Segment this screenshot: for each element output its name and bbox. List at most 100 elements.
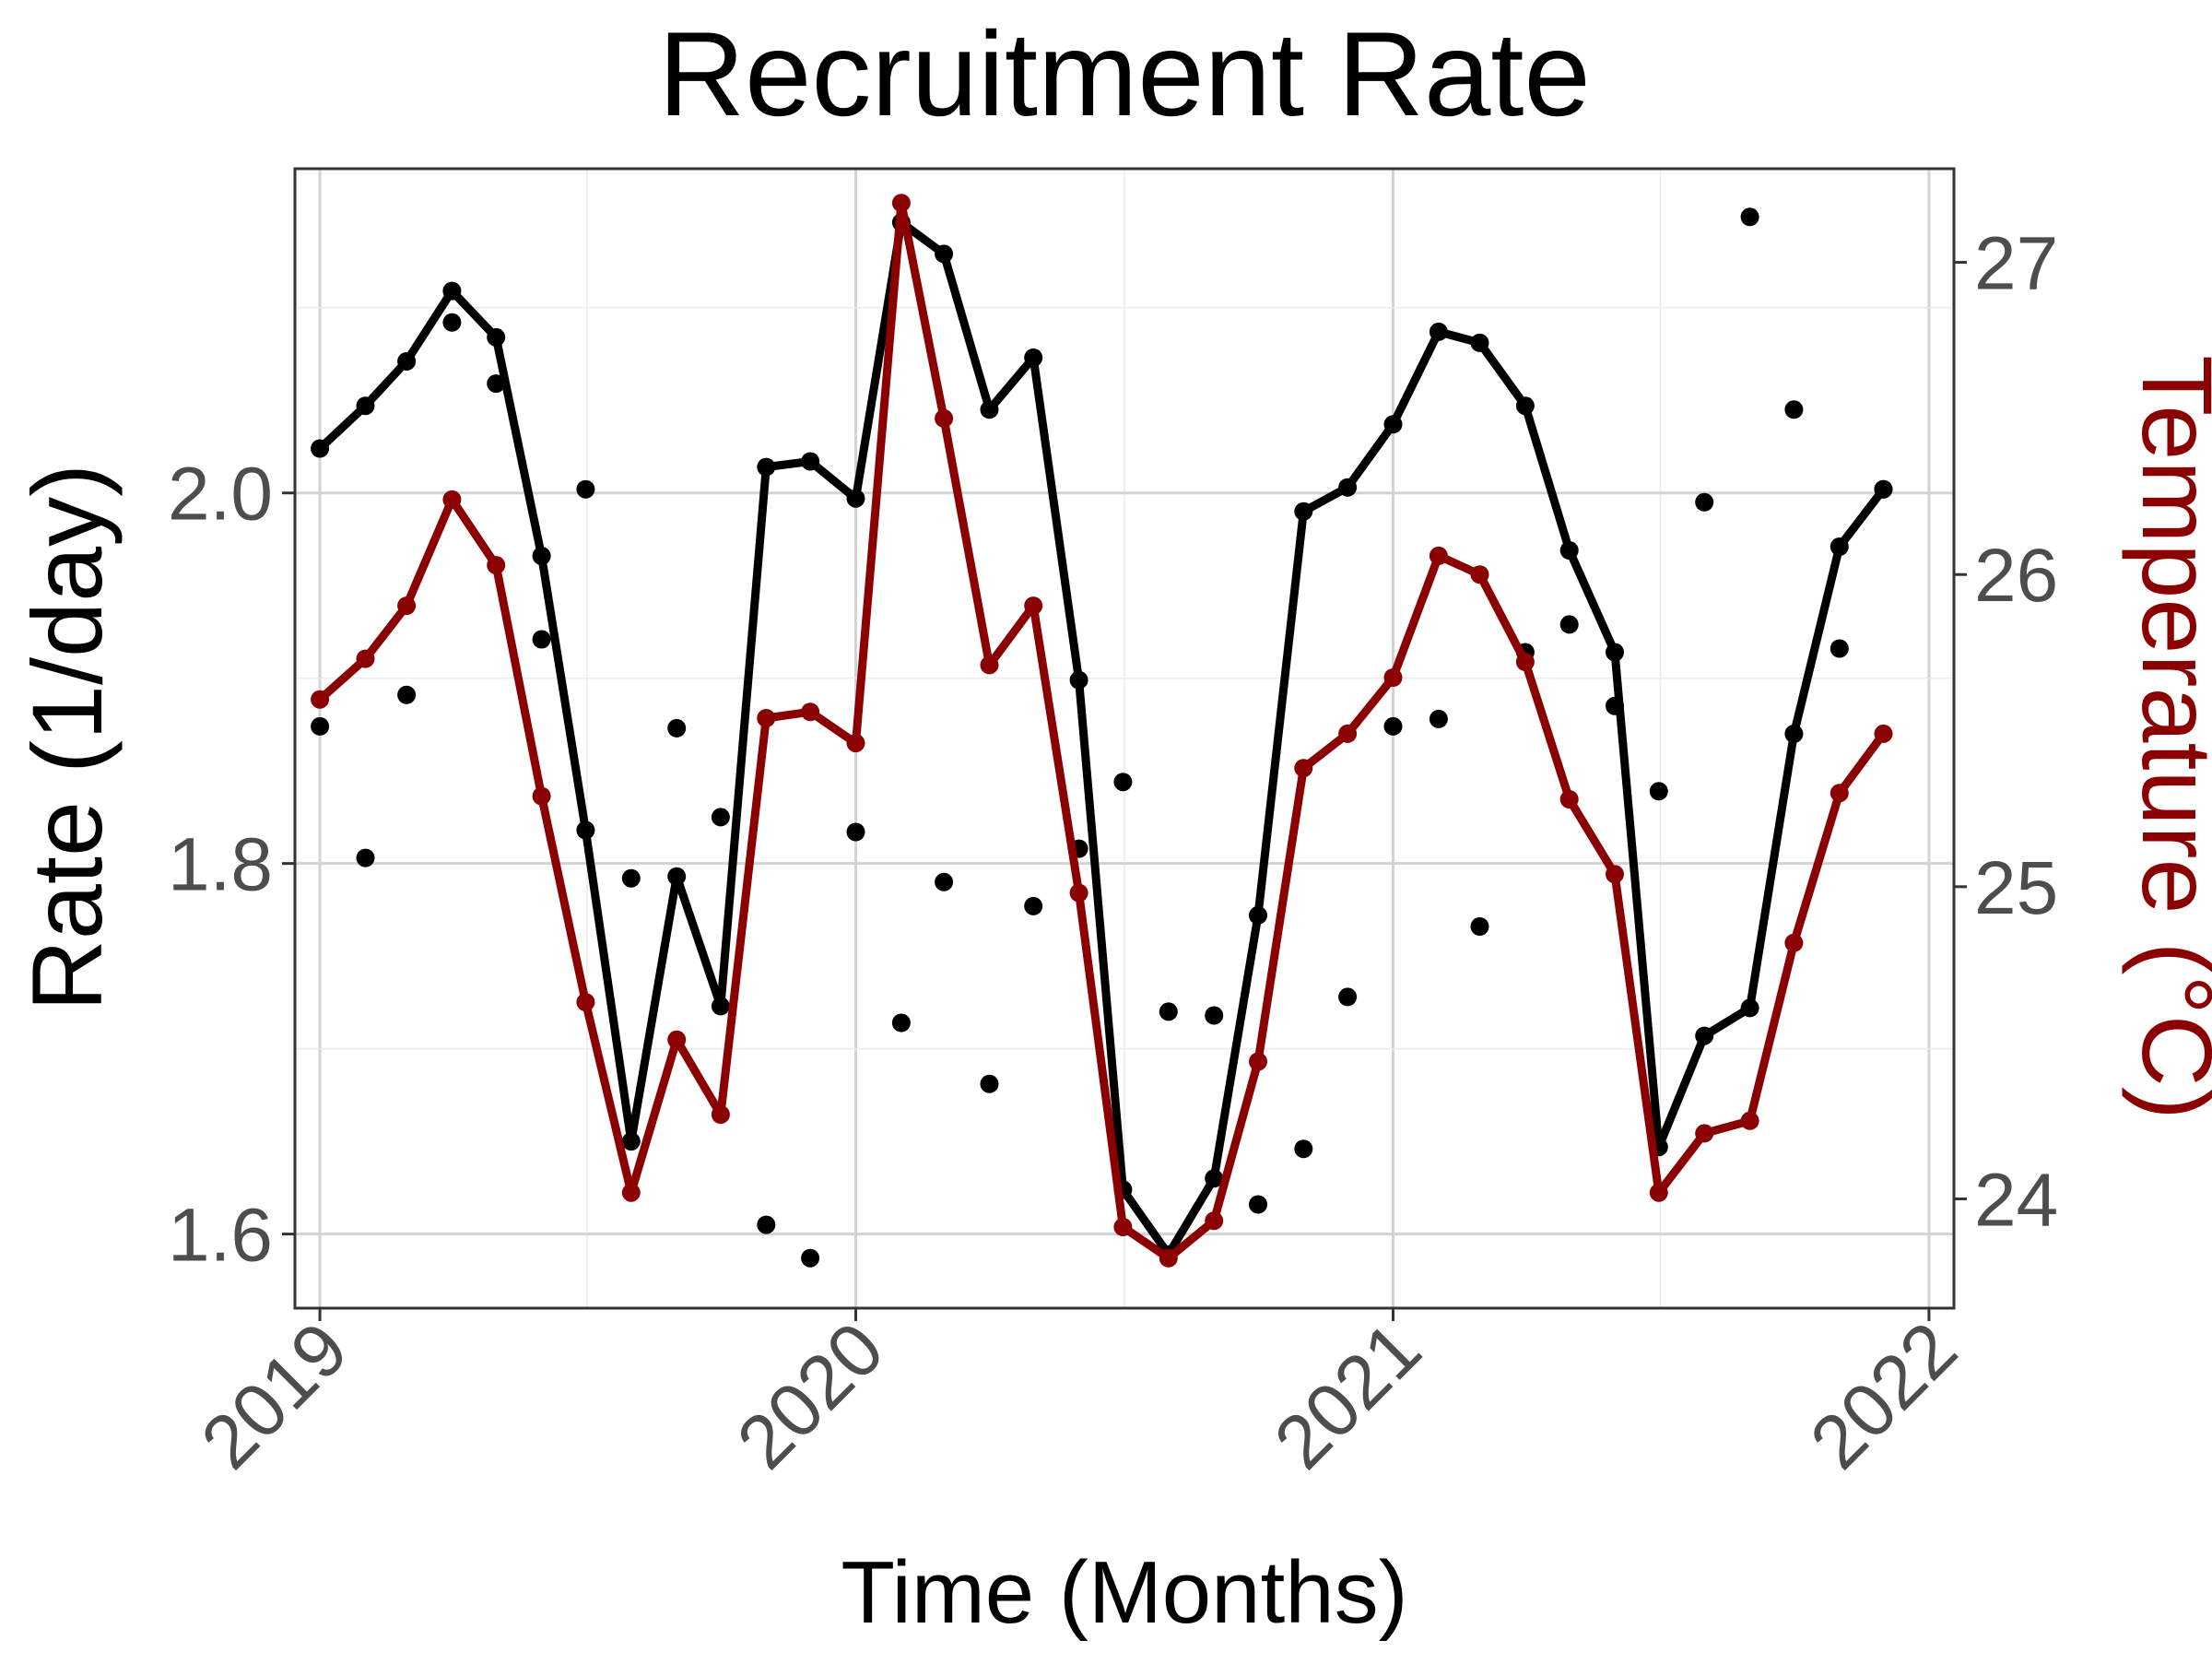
y-tick-label: 1.6 <box>168 1194 273 1278</box>
series-2-point <box>487 556 506 575</box>
x-tick-label: 2019 <box>185 1306 363 1484</box>
series-2-point <box>1024 596 1043 616</box>
series-0-point <box>846 489 865 508</box>
series-0-point <box>442 281 462 301</box>
series-0-point <box>1515 396 1535 416</box>
series-0-point <box>1383 415 1403 434</box>
series-0-point <box>1338 478 1358 497</box>
series-2-point <box>711 1105 730 1124</box>
plot-panel-border <box>293 167 1956 1310</box>
series-1-point <box>1024 896 1043 915</box>
y2-tick-label: 26 <box>1974 534 2058 618</box>
series-0-point <box>1784 725 1804 743</box>
series-0-point <box>487 327 506 347</box>
series-1-point <box>1113 773 1133 792</box>
x-tick-label: 2022 <box>1794 1306 1972 1484</box>
series-1-point <box>757 1215 776 1234</box>
series-1-point <box>935 872 954 891</box>
series-1-point <box>397 685 417 704</box>
y-tick-label: 1.8 <box>168 823 273 907</box>
series-2-point <box>1383 668 1403 687</box>
series-1-point <box>1429 709 1448 728</box>
series-1-point <box>891 1013 911 1033</box>
series-2-point <box>1249 1052 1267 1071</box>
series-1-point <box>1159 1002 1178 1021</box>
grid-lines <box>295 169 1954 1308</box>
series-2-point <box>1113 1218 1133 1236</box>
series-1-point <box>711 808 730 827</box>
series-1-point <box>1649 782 1668 801</box>
series-0-point <box>1606 643 1624 662</box>
series-1-point <box>846 822 865 842</box>
series-2-point <box>1294 759 1313 778</box>
series-1-point <box>1740 207 1759 227</box>
series-1-point <box>311 716 330 736</box>
series-0-point <box>356 396 375 416</box>
series-1-point <box>1606 696 1624 715</box>
series-1-point <box>1874 479 1893 499</box>
series-1-point <box>576 479 595 499</box>
series-1-point <box>1470 917 1489 936</box>
series-2-point <box>1874 724 1893 743</box>
series-0-point <box>621 1132 641 1151</box>
series-0-point <box>311 439 330 458</box>
series-2-point <box>980 655 999 675</box>
series-0-point <box>1830 537 1849 556</box>
y2-tick-label: 25 <box>1974 846 2058 930</box>
series-2-point <box>356 649 375 668</box>
y-axis-label: Rate (1/day) <box>11 464 123 1011</box>
series-1-point <box>1559 615 1579 634</box>
series-2-point <box>1559 790 1579 808</box>
series-0-point <box>711 997 730 1016</box>
x-axis-label: Time (Months) <box>841 1543 1407 1642</box>
series-2-point <box>1695 1124 1714 1143</box>
series-0-point <box>801 452 820 471</box>
series-0-point <box>1740 998 1759 1018</box>
series-0-point <box>532 547 551 565</box>
series-2-point <box>1606 865 1624 884</box>
series-2-point <box>1205 1211 1224 1231</box>
series-2-point <box>576 993 595 1012</box>
series-0-point <box>757 457 776 477</box>
series-2-point <box>801 702 820 722</box>
series-0-point <box>667 867 687 886</box>
series-0-point <box>1470 333 1489 352</box>
series-2-point <box>397 596 417 616</box>
series-2-point <box>1429 546 1448 565</box>
series-1-point <box>1338 987 1358 1007</box>
series-2-point <box>1159 1248 1178 1268</box>
series-2-point <box>1740 1111 1759 1130</box>
series-2-point <box>891 194 911 213</box>
series-2-point <box>1338 724 1358 743</box>
chart-title: Recruitment Rate <box>658 6 1591 141</box>
series-0-line <box>317 218 1888 1259</box>
series-2-point <box>311 690 330 709</box>
series-2-point <box>1069 883 1088 903</box>
y2-tick-label: 27 <box>1974 222 2058 306</box>
series-0-point <box>1069 670 1088 690</box>
series-2-point <box>1784 933 1804 952</box>
series-2-line <box>317 198 1888 1263</box>
series-1-point <box>801 1248 820 1268</box>
series-0-point <box>1249 905 1267 925</box>
series-1-point <box>1695 492 1714 512</box>
series-1-point <box>532 630 551 649</box>
series-0-point <box>397 352 417 371</box>
series-0-point <box>1559 541 1579 560</box>
x-tick-label: 2021 <box>1259 1306 1437 1484</box>
series-1-point <box>442 313 462 332</box>
series-0-point <box>935 244 954 264</box>
series-1-point <box>1205 1006 1224 1025</box>
series-2-point <box>532 786 551 806</box>
series-1-point <box>487 374 506 394</box>
series-1-point <box>980 1074 999 1093</box>
series-1-point <box>667 718 687 738</box>
x-tick-label: 2020 <box>722 1306 900 1484</box>
series-2-point <box>1830 784 1849 803</box>
y2-tick-label: 24 <box>1974 1158 2058 1242</box>
series-2-point <box>935 408 954 428</box>
series-2-point <box>757 709 776 727</box>
series-1-point <box>1294 1139 1313 1159</box>
y2-axis-label: Temperature (°C) <box>2122 355 2212 1119</box>
